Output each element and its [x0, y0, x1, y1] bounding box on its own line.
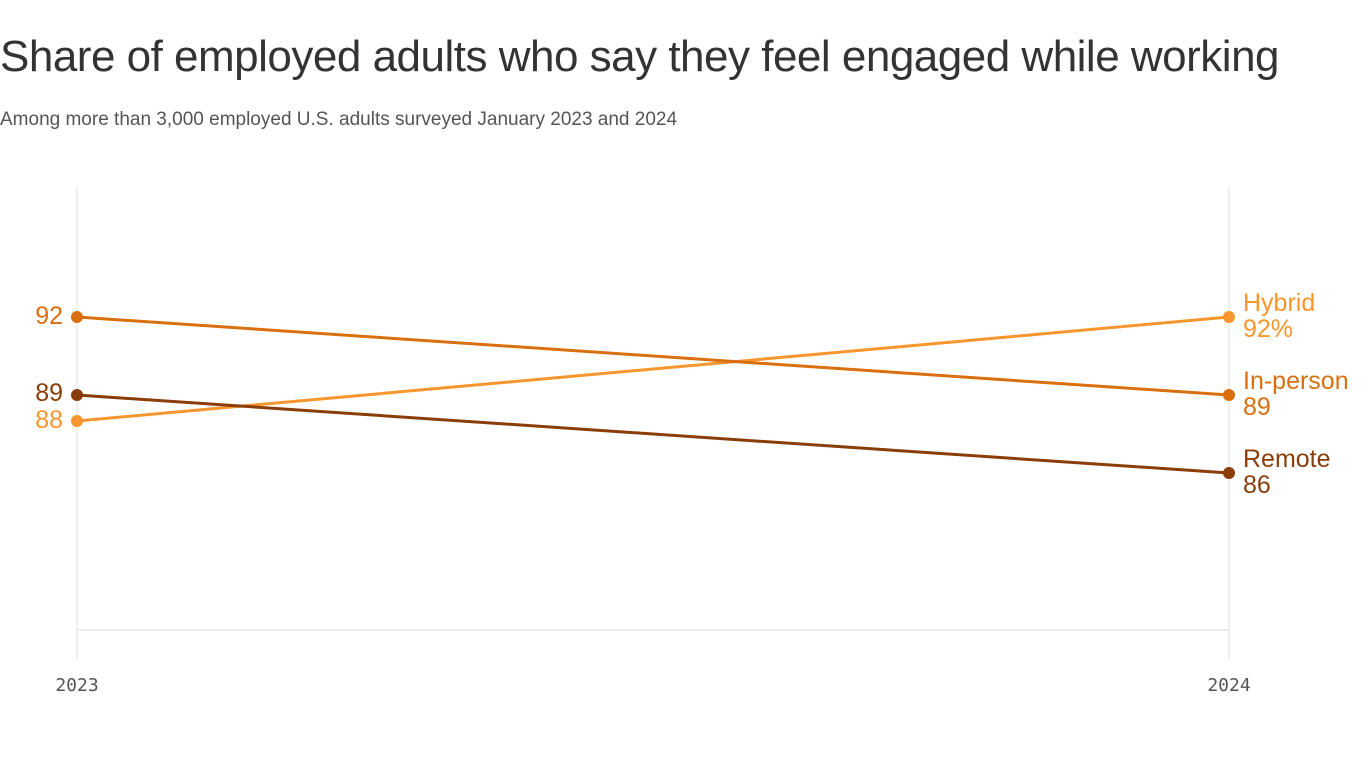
- series-line-in-person: [75, 315, 1231, 397]
- x-tick-label-2023: 2023: [55, 675, 98, 696]
- point-in-person-2024: [1223, 389, 1235, 401]
- start-label-remote: 89: [35, 379, 63, 407]
- start-label-in-person: 92: [35, 302, 63, 330]
- x-tick-label-2024: 2024: [1207, 675, 1250, 696]
- end-series-name-hybrid: Hybrid: [1243, 289, 1315, 317]
- end-value-label-in-person: 89: [1243, 393, 1271, 421]
- point-remote-2023: [71, 389, 83, 401]
- point-in-person-2023: [71, 311, 83, 323]
- point-hybrid-2023: [71, 415, 83, 427]
- end-series-name-in-person: In-person: [1243, 367, 1349, 395]
- series-line-hybrid: [75, 315, 1231, 423]
- chart-title: Share of employed adults who say they fe…: [0, 32, 1280, 81]
- end-value-label-remote: 86: [1243, 471, 1271, 499]
- end-series-name-remote: Remote: [1243, 445, 1331, 473]
- chart-subtitle: Among more than 3,000 employed U.S. adul…: [0, 109, 678, 130]
- point-hybrid-2024: [1223, 311, 1235, 323]
- end-value-label-hybrid: 92%: [1243, 315, 1293, 343]
- series-line-remote: [75, 393, 1231, 475]
- point-remote-2024: [1223, 467, 1235, 479]
- start-label-hybrid: 88: [35, 406, 63, 434]
